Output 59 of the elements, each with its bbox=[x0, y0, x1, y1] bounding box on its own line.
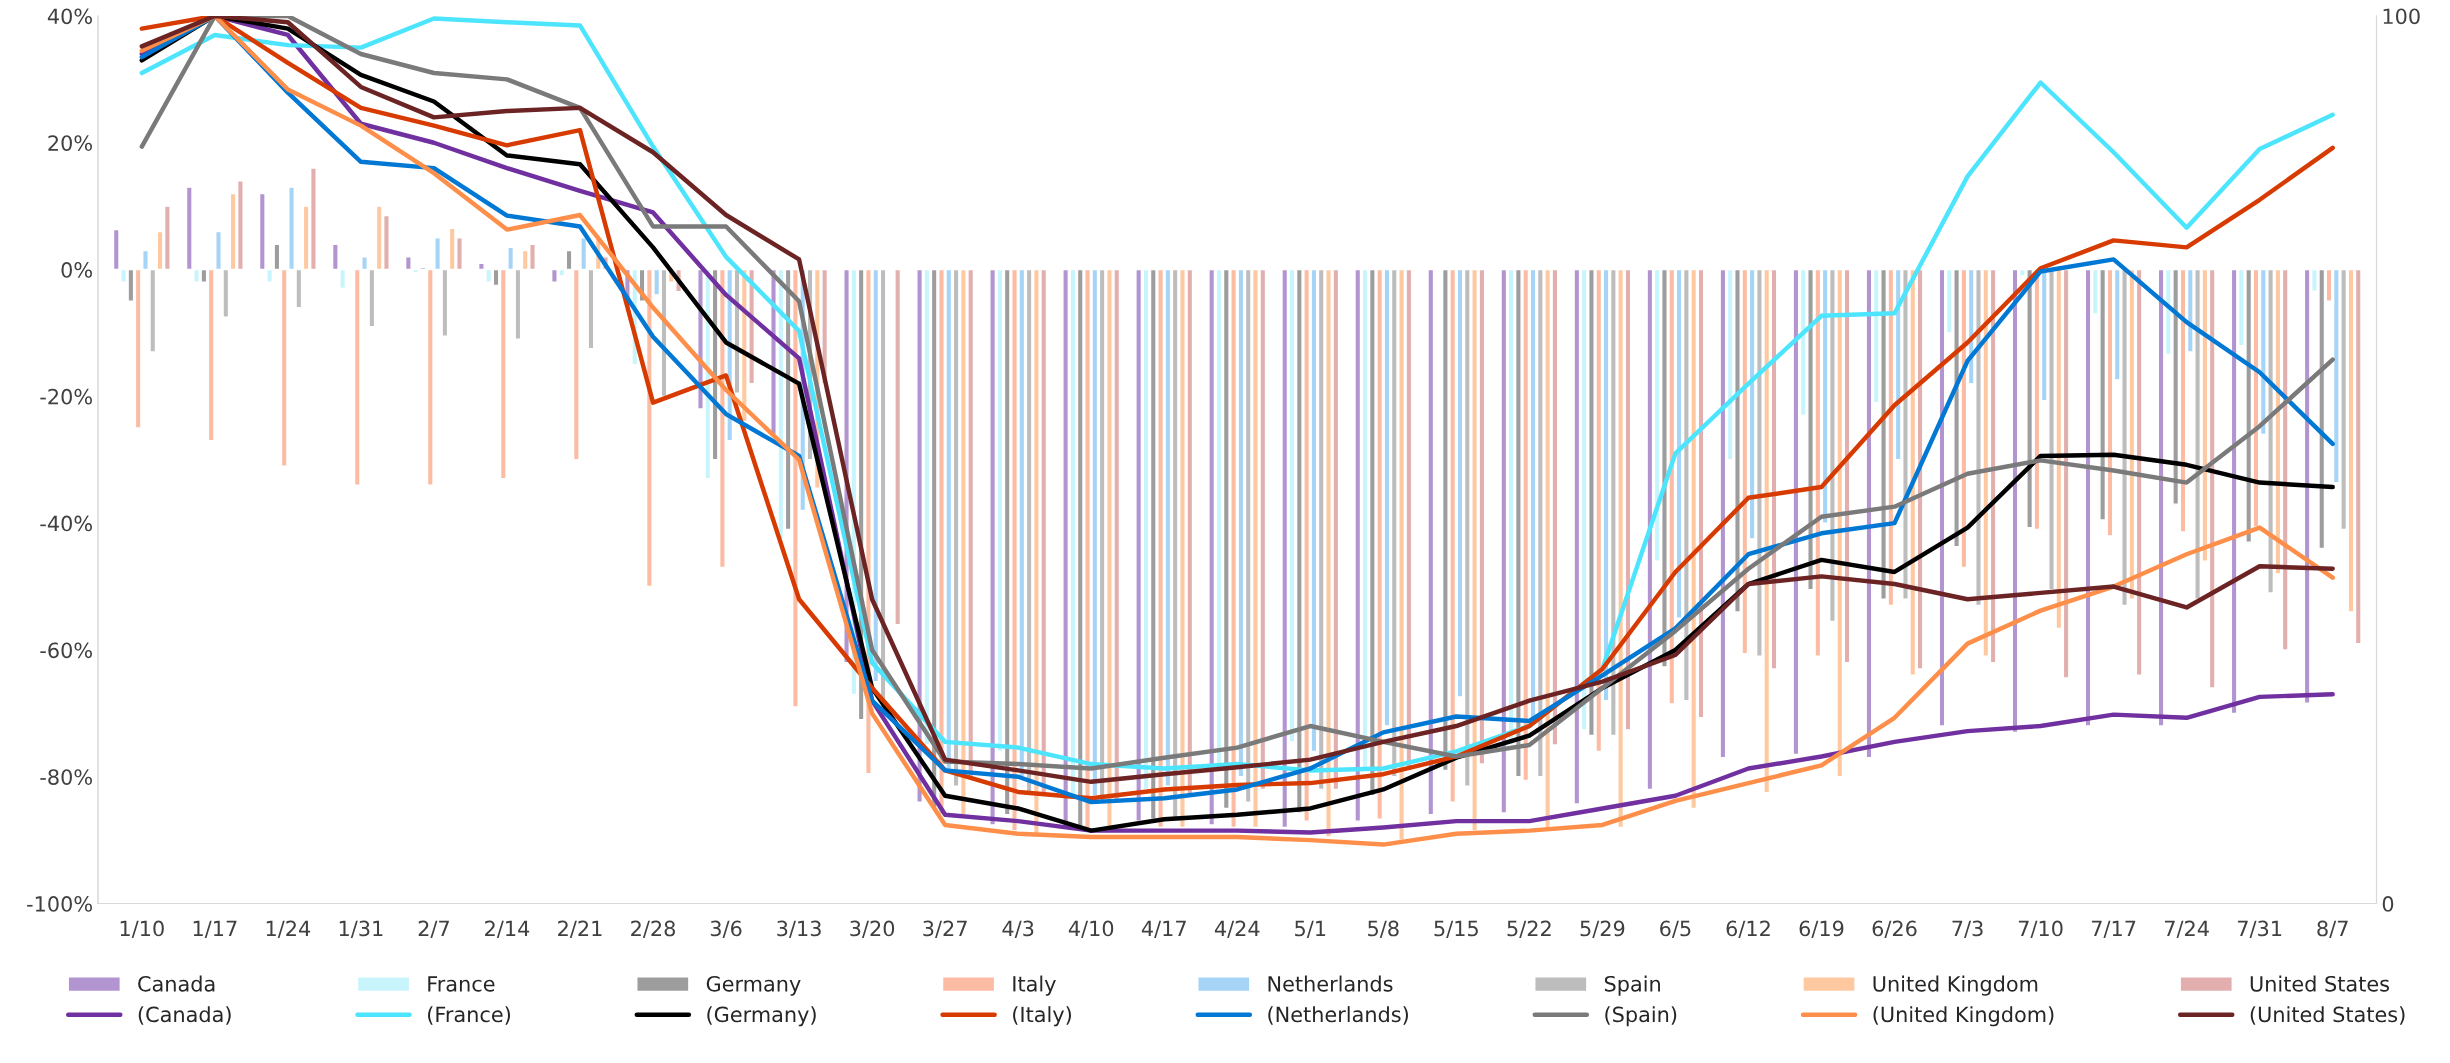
legend-label: France bbox=[428, 976, 495, 992]
x-tick-label: 1/17 bbox=[193, 920, 237, 938]
x-tick-label: 5/22 bbox=[1507, 920, 1551, 938]
x-tick-label: 5/29 bbox=[1580, 920, 1625, 938]
x-tick-label: 7/3 bbox=[1952, 920, 1983, 938]
x-tick-label: 6/19 bbox=[1799, 920, 1844, 938]
legend-label: (Italy) bbox=[1013, 1006, 1071, 1027]
legend-label: United Kingdom bbox=[1873, 975, 2038, 996]
y-tick-label: 20% bbox=[48, 135, 92, 151]
y-tick-label: 40% bbox=[47, 8, 92, 25]
bar bbox=[1427, 268, 1435, 816]
x-tick-label: 4/3 bbox=[1002, 920, 1034, 938]
x-tick-label: 6/5 bbox=[1660, 920, 1691, 938]
x-tick-label: 2/21 bbox=[558, 920, 602, 938]
legend-label: (Germany) bbox=[707, 1006, 816, 1027]
y-tick-label: -20% bbox=[40, 388, 92, 405]
x-tick-label: 1/31 bbox=[339, 920, 383, 938]
legend-label: (Spain) bbox=[1605, 1006, 1677, 1027]
x-tick-label: 2/14 bbox=[485, 920, 530, 938]
x-tick-label: 7/24 bbox=[2164, 920, 2209, 938]
legend-label: Netherlands bbox=[1268, 975, 1393, 992]
legend-label: (France) bbox=[428, 1006, 510, 1025]
x-tick-label: 5/15 bbox=[1434, 920, 1478, 938]
legend-label: Canada bbox=[138, 975, 215, 992]
legend-label: Spain bbox=[1604, 975, 1660, 996]
x-tick-label: 4/24 bbox=[1214, 920, 1260, 938]
x-tick-label: 8/7 bbox=[2317, 920, 2348, 938]
x-tick-label: 1/10 bbox=[120, 920, 164, 938]
x-tick-label: 3/20 bbox=[850, 920, 895, 938]
y-tick-label: -80% bbox=[40, 769, 92, 785]
x-tick-label: 3/6 bbox=[710, 920, 742, 938]
y-tick-label: -60% bbox=[40, 642, 92, 659]
legend-label: (United States) bbox=[2250, 1006, 2405, 1025]
x-tick-label: 5/1 bbox=[1295, 920, 1326, 938]
bar bbox=[894, 268, 902, 626]
legend-label: (Netherlands) bbox=[1268, 1006, 1408, 1025]
legend-label: Italy bbox=[1013, 975, 1056, 996]
y2-tick-label: 0 bbox=[2382, 896, 2394, 912]
x-tick-label: 4/17 bbox=[1141, 920, 1186, 938]
x-tick-label: 3/13 bbox=[777, 920, 821, 938]
legend-label: (Canada) bbox=[138, 1006, 231, 1025]
x-tick-label: 7/17 bbox=[2091, 920, 2136, 938]
x-tick-label: 3/27 bbox=[923, 920, 967, 938]
legend-label: (United Kingdom) bbox=[1873, 1006, 2054, 1027]
x-tick-label: 4/10 bbox=[1068, 920, 1114, 938]
x-tick-label: 1/24 bbox=[266, 920, 311, 938]
x-tick-label: 2/28 bbox=[631, 920, 675, 938]
y2-tick-label: 100 bbox=[2383, 8, 2420, 25]
x-tick-label: 6/26 bbox=[1872, 920, 1917, 938]
x-tick-label: 2/7 bbox=[418, 920, 449, 938]
y-tick-label: 0% bbox=[61, 262, 92, 278]
y-tick-label: -100% bbox=[27, 896, 92, 912]
legend-label: Germany bbox=[706, 975, 801, 996]
legend-label: United States bbox=[2250, 975, 2390, 992]
x-tick-label: 7/10 bbox=[2018, 920, 2063, 938]
x-tick-label: 7/31 bbox=[2237, 920, 2282, 938]
x-tick-label: 5/8 bbox=[1368, 920, 1399, 938]
x-tick-label: 6/12 bbox=[1726, 920, 1770, 938]
y-tick-label: -40% bbox=[40, 515, 92, 532]
